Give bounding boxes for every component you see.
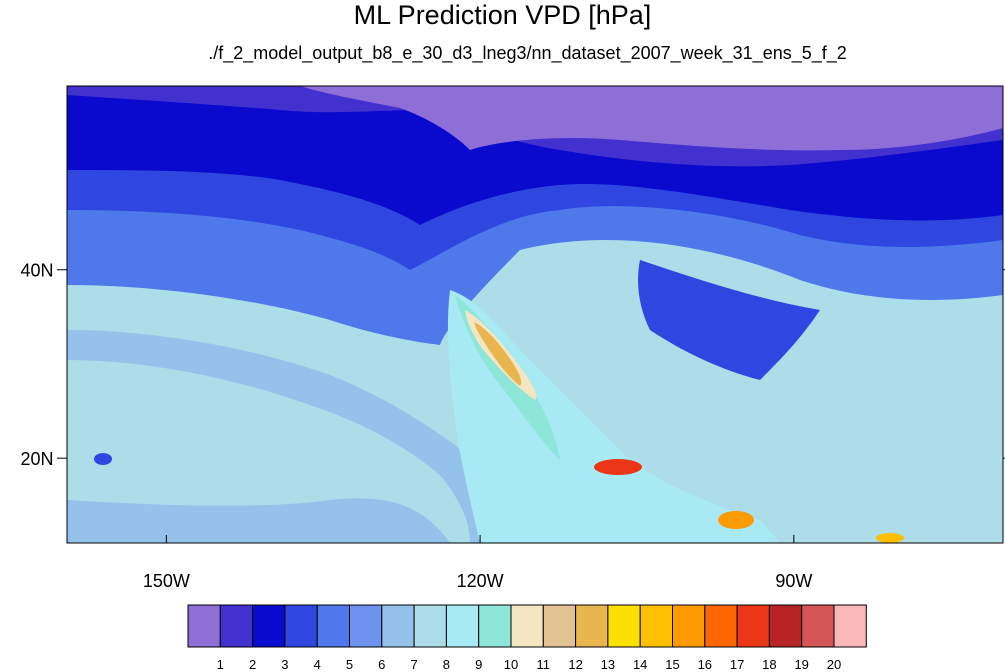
field-hotspot-2 — [718, 511, 754, 529]
field-band-12 — [474, 322, 522, 386]
colorbar-label: 19 — [794, 657, 808, 672]
colorbar-label: 10 — [504, 657, 518, 672]
colorbar-label: 3 — [281, 657, 288, 672]
colorbar-label: 15 — [665, 657, 679, 672]
colorbar-swatch — [381, 604, 415, 648]
colorbar-swatch — [349, 604, 383, 648]
colorbar-swatch — [252, 604, 286, 648]
vpd-field — [67, 86, 1003, 543]
colorbar-swatch — [672, 604, 706, 648]
x-axis: 150W 120W 90W — [143, 535, 812, 591]
colorbar-swatch — [542, 604, 577, 648]
field-east-us — [638, 260, 820, 380]
field-hawaii — [94, 453, 112, 465]
colorbar: 1 2 3 4 5 6 7 8 9 10 11 12 13 14 15 16 17 18 19 20 — [187, 604, 867, 672]
x-tick-label: 120W — [457, 571, 504, 591]
colorbar-swatch — [639, 604, 674, 648]
y-axis: 40N 20N — [20, 261, 1005, 469]
colorbar-swatch — [607, 604, 641, 648]
colorbar-label: 8 — [443, 657, 450, 672]
colorbar-label: 6 — [378, 657, 385, 672]
y-tick-label: 20N — [20, 449, 53, 469]
colorbar-label: 7 — [410, 657, 417, 672]
y-tick-label: 40N — [20, 261, 53, 281]
field-band-1 — [300, 86, 1003, 151]
colorbar-swatch — [413, 604, 447, 648]
x-tick-label: 150W — [143, 571, 190, 591]
colorbar-swatch — [478, 604, 512, 648]
colorbar-label: 2 — [249, 657, 256, 672]
field-hotspot-1 — [594, 459, 642, 475]
field-hotspot-3 — [876, 533, 904, 543]
colorbar-swatch — [187, 604, 221, 648]
field-band-6b — [67, 498, 450, 543]
map-title: ML Prediction VPD [hPa] — [353, 0, 652, 30]
colorbar-label: 12 — [568, 657, 582, 672]
colorbar-swatch — [736, 604, 770, 648]
colorbar-label: 5 — [346, 657, 353, 672]
map-frame — [66, 85, 1004, 544]
colorbar-swatch — [575, 604, 609, 648]
colorbar-label: 9 — [475, 657, 482, 672]
colorbar-swatch — [833, 604, 867, 648]
colorbar-label: 17 — [730, 657, 744, 672]
colorbar-label: 1 — [217, 657, 224, 672]
colorbar-swatch — [284, 604, 318, 648]
map-subtitle: ./f_2_model_output_b8_e_30_d3_lneg3/nn_d… — [208, 43, 847, 63]
colorbar-swatch — [704, 604, 738, 648]
colorbar-swatch — [801, 604, 835, 648]
colorbar-label: 16 — [698, 657, 712, 672]
colorbar-label: 4 — [314, 657, 321, 672]
colorbar-swatch — [510, 604, 544, 648]
colorbar-label: 11 — [537, 657, 551, 672]
colorbar-label: 13 — [601, 657, 615, 672]
field-band-7b — [67, 360, 470, 543]
colorbar-swatch — [445, 604, 480, 648]
colorbar-label: 20 — [827, 657, 841, 672]
field-band-8 — [447, 290, 780, 543]
colorbar-label: 18 — [762, 657, 776, 672]
x-tick-label: 90W — [775, 571, 812, 591]
colorbar-swatch — [768, 604, 803, 648]
colorbar-swatch — [316, 604, 351, 648]
colorbar-label: 14 — [633, 657, 647, 672]
colorbar-swatch — [219, 604, 254, 648]
